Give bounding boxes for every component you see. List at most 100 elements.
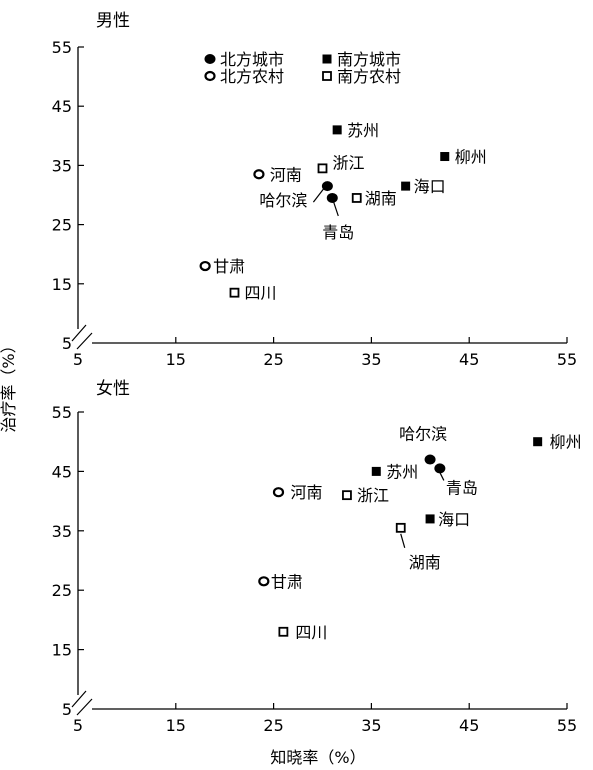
point-label: 青岛 xyxy=(446,478,478,497)
x-tick-label: 55 xyxy=(557,716,577,735)
point-marker xyxy=(229,287,240,298)
point-marker xyxy=(401,181,411,191)
point-label: 青岛 xyxy=(322,223,354,242)
data-point: 柳州 xyxy=(533,433,582,452)
x-tick-label: 15 xyxy=(166,716,186,735)
data-point: 甘肃 xyxy=(199,257,245,276)
y-tick-label: 35 xyxy=(52,522,72,541)
point-label: 甘肃 xyxy=(213,257,245,276)
leader-line xyxy=(439,472,445,481)
point-label: 苏州 xyxy=(386,462,418,481)
data-point: 苏州 xyxy=(332,121,379,140)
panel-title: 男性 xyxy=(96,11,130,31)
point-label: 四川 xyxy=(244,284,276,303)
y-tick-label: 25 xyxy=(52,216,72,235)
x-tick-label: 45 xyxy=(459,716,479,735)
y-tick-label: 45 xyxy=(52,462,72,481)
y-tick-label: 55 xyxy=(52,38,72,57)
data-point: 四川 xyxy=(229,284,276,303)
data-point: 河南 xyxy=(272,483,323,502)
data-point: 苏州 xyxy=(371,462,418,481)
point-label: 柳州 xyxy=(550,433,582,452)
point-marker xyxy=(321,181,333,192)
legend-marker xyxy=(204,70,216,82)
axis-break-mark xyxy=(71,690,93,716)
point-label: 湖南 xyxy=(409,553,441,572)
data-point: 柳州 xyxy=(440,148,487,167)
point-marker xyxy=(533,437,543,447)
panel-title: 女性 xyxy=(96,379,130,399)
x-tick-label: 55 xyxy=(557,350,577,369)
point-marker xyxy=(317,163,328,174)
legend-label: 北方城市 xyxy=(220,50,284,69)
data-point: 哈尔滨 xyxy=(399,425,447,465)
data-point: 青岛 xyxy=(434,463,478,497)
legend-marker xyxy=(322,54,332,64)
point-label: 哈尔滨 xyxy=(399,425,447,444)
y-tick-label: 5 xyxy=(62,700,72,719)
point-label: 四川 xyxy=(295,623,327,642)
point-marker xyxy=(326,192,338,203)
point-marker xyxy=(199,260,211,272)
x-tick-label: 5 xyxy=(73,350,83,369)
legend-label: 北方农村 xyxy=(220,67,284,86)
point-label: 哈尔滨 xyxy=(259,191,307,210)
data-point: 湖南 xyxy=(395,522,441,572)
y-tick-label: 35 xyxy=(52,156,72,175)
legend-label: 南方农村 xyxy=(337,67,401,86)
point-label: 柳州 xyxy=(455,148,487,167)
x-tick-label: 25 xyxy=(263,350,283,369)
y-tick-label: 15 xyxy=(52,275,72,294)
point-marker xyxy=(395,522,406,533)
point-marker xyxy=(258,576,270,587)
data-point: 湖南 xyxy=(351,189,397,208)
y-tick-label: 5 xyxy=(62,334,72,353)
point-label: 海口 xyxy=(438,510,470,529)
point-marker xyxy=(424,454,436,465)
data-point: 河南 xyxy=(253,165,302,184)
point-label: 海口 xyxy=(414,177,446,196)
y-tick-label: 45 xyxy=(52,97,72,116)
data-point: 浙江 xyxy=(317,153,365,174)
data-point: 浙江 xyxy=(342,486,389,505)
legend-label: 南方城市 xyxy=(337,50,401,69)
y-tick-label: 55 xyxy=(52,403,72,422)
axis-break-mark xyxy=(71,324,93,350)
data-point: 四川 xyxy=(278,623,327,642)
point-label: 甘肃 xyxy=(271,572,303,591)
point-marker xyxy=(434,463,446,474)
point-marker xyxy=(272,487,285,498)
x-tick-label: 35 xyxy=(361,350,381,369)
legend-marker xyxy=(204,54,216,64)
leader-line xyxy=(332,200,339,217)
data-point: 海口 xyxy=(425,510,470,529)
point-label: 苏州 xyxy=(347,121,379,140)
data-point: 甘肃 xyxy=(258,572,303,591)
legend-marker xyxy=(322,71,332,81)
x-tick-label: 45 xyxy=(459,350,479,369)
leader-line xyxy=(312,188,324,203)
point-marker xyxy=(425,514,435,524)
data-point: 青岛 xyxy=(322,192,354,242)
y-axis-title: 治疗率（%） xyxy=(0,337,18,432)
y-tick-label: 15 xyxy=(52,641,72,660)
point-label: 河南 xyxy=(290,483,322,502)
point-marker xyxy=(351,193,362,203)
point-label: 河南 xyxy=(270,165,302,184)
point-marker xyxy=(371,466,381,476)
x-tick-label: 15 xyxy=(166,350,186,369)
point-marker xyxy=(278,626,289,637)
x-tick-label: 35 xyxy=(361,716,381,735)
data-point: 哈尔滨 xyxy=(259,181,333,210)
x-tick-label: 25 xyxy=(263,716,283,735)
x-axis-title: 知晓率（%） xyxy=(270,748,365,767)
point-marker xyxy=(342,490,352,501)
point-label: 浙江 xyxy=(333,153,365,172)
leader-line xyxy=(400,533,406,548)
point-label: 浙江 xyxy=(357,486,389,505)
y-tick-label: 25 xyxy=(52,581,72,600)
